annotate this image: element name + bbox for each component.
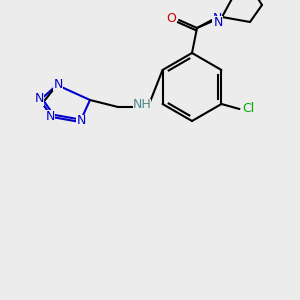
Text: N: N: [45, 110, 55, 122]
Text: N: N: [45, 110, 55, 122]
Text: N: N: [76, 115, 86, 128]
Text: Cl: Cl: [242, 103, 255, 116]
Text: O: O: [166, 11, 176, 25]
Text: N: N: [53, 77, 63, 91]
Text: Cl: Cl: [242, 103, 255, 116]
Text: NH: NH: [133, 98, 152, 112]
Text: N: N: [53, 77, 63, 91]
Text: N: N: [34, 92, 44, 106]
Text: N: N: [34, 92, 44, 106]
Text: O: O: [166, 11, 176, 25]
Text: N: N: [213, 16, 223, 28]
Text: N: N: [212, 11, 222, 25]
Text: NH: NH: [133, 98, 152, 112]
Text: N: N: [76, 115, 86, 128]
